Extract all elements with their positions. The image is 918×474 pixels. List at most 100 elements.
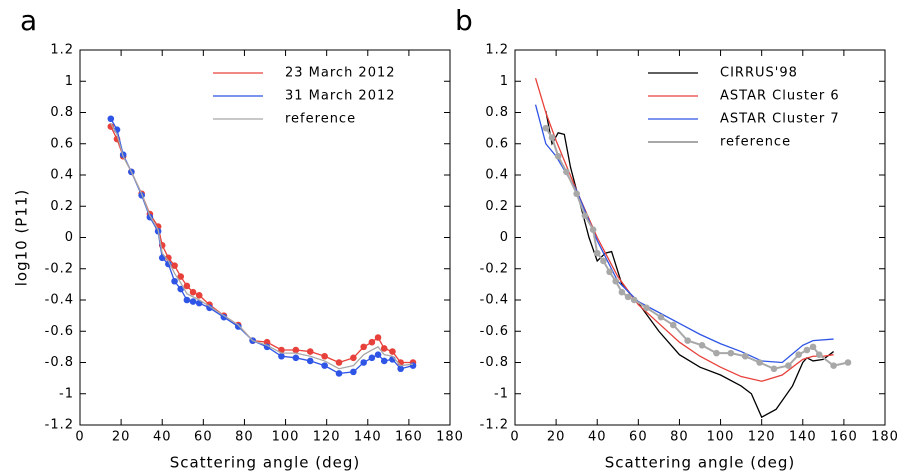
data-point — [643, 304, 650, 312]
plot-frame — [514, 49, 886, 426]
y-tick-label: 0.8 — [485, 105, 509, 120]
data-point — [195, 292, 203, 299]
data-point — [321, 352, 328, 360]
x-tick-label: 60 — [194, 430, 213, 445]
data-point — [171, 262, 178, 269]
data-point — [741, 352, 749, 360]
x-tick-label: 120 — [748, 430, 776, 445]
data-point — [306, 357, 314, 365]
data-point — [368, 338, 376, 346]
panel-label: b — [455, 4, 473, 37]
data-point — [542, 124, 550, 132]
x-tick-label: 0 — [510, 430, 519, 445]
data-point — [803, 346, 811, 354]
y-tick-label: -1 — [494, 386, 509, 401]
x-tick-label: 140 — [789, 430, 817, 445]
x-tick-label: 20 — [547, 430, 566, 445]
y-tick-label: 1 — [500, 74, 509, 89]
legend-label: ASTAR Cluster 7 — [720, 112, 840, 127]
y-tick-label: -0.2 — [45, 261, 74, 276]
x-tick-label: 60 — [629, 430, 648, 445]
data-point — [727, 349, 735, 357]
y-tick-label: -1 — [59, 386, 74, 401]
data-point — [830, 362, 837, 369]
data-point — [684, 337, 691, 344]
data-point — [630, 296, 638, 304]
x-tick-label: 80 — [670, 430, 689, 445]
x-tick-label: 120 — [313, 430, 341, 445]
x-tick-label: 180 — [436, 430, 464, 445]
data-point — [107, 115, 115, 123]
x-tick-label: 40 — [153, 430, 172, 445]
y-tick-label: 0.4 — [485, 168, 509, 183]
x-axis-label: Scattering angle (deg) — [170, 454, 360, 472]
y-tick-label: 1.2 — [485, 43, 509, 58]
series-line — [534, 77, 834, 382]
data-point — [189, 298, 197, 305]
data-point — [321, 362, 328, 369]
series-line — [110, 123, 414, 370]
data-point — [548, 134, 556, 141]
series-line — [110, 126, 413, 364]
legend-label: reference — [720, 135, 791, 150]
y-tick-label: 0.2 — [485, 199, 509, 214]
x-tick-label: 100 — [272, 430, 300, 445]
data-point — [335, 359, 343, 366]
y-tick-label: 0 — [500, 230, 509, 245]
data-point — [177, 273, 185, 280]
data-point — [624, 293, 632, 301]
x-tick-label: 100 — [707, 430, 735, 445]
data-point — [350, 354, 357, 362]
data-point — [581, 212, 589, 219]
x-tick-label: 80 — [235, 430, 254, 445]
data-point — [573, 190, 580, 198]
y-tick-label: -0.4 — [45, 293, 74, 308]
x-tick-label: 140 — [354, 430, 382, 445]
data-point — [815, 351, 823, 358]
data-point — [350, 368, 357, 376]
data-point — [795, 351, 802, 358]
y-tick-label: 0.2 — [50, 199, 74, 214]
y-tick-label: 0 — [65, 230, 74, 245]
data-point — [189, 288, 197, 296]
data-point — [409, 362, 417, 369]
y-tick-label: -0.6 — [480, 324, 509, 339]
data-point — [612, 277, 620, 285]
y-tick-label: 0.6 — [485, 136, 509, 151]
y-tick-label: -0.8 — [45, 355, 74, 370]
data-point — [278, 352, 285, 360]
y-tick-label: -0.8 — [480, 355, 509, 370]
data-point — [713, 349, 720, 357]
data-point — [669, 321, 677, 329]
series-line — [545, 110, 835, 419]
data-point — [374, 334, 382, 341]
x-tick-label: 0 — [75, 430, 84, 445]
data-point — [306, 348, 314, 355]
data-point — [600, 257, 607, 265]
data-point — [563, 168, 570, 176]
y-tick-label: 0.4 — [50, 168, 74, 183]
data-point — [698, 342, 706, 349]
data-point — [374, 351, 382, 358]
legend-label: CIRRUS'98 — [720, 66, 798, 81]
data-point — [809, 343, 817, 351]
data-point — [785, 362, 792, 369]
y-tick-label: 0.8 — [50, 105, 74, 120]
data-point — [292, 354, 300, 362]
data-point — [606, 268, 613, 276]
data-point — [389, 348, 396, 355]
data-point — [554, 152, 562, 160]
data-point — [183, 296, 191, 304]
data-point — [234, 323, 242, 330]
data-point — [380, 357, 388, 365]
data-point — [171, 277, 178, 285]
y-tick-label: 1 — [65, 74, 74, 89]
y-tick-label: 0.6 — [50, 136, 74, 151]
data-point — [263, 338, 271, 346]
x-tick-label: 20 — [112, 430, 131, 445]
data-point — [756, 359, 763, 366]
data-point — [368, 354, 376, 362]
y-tick-label: -0.4 — [480, 293, 509, 308]
series-line — [110, 118, 414, 375]
